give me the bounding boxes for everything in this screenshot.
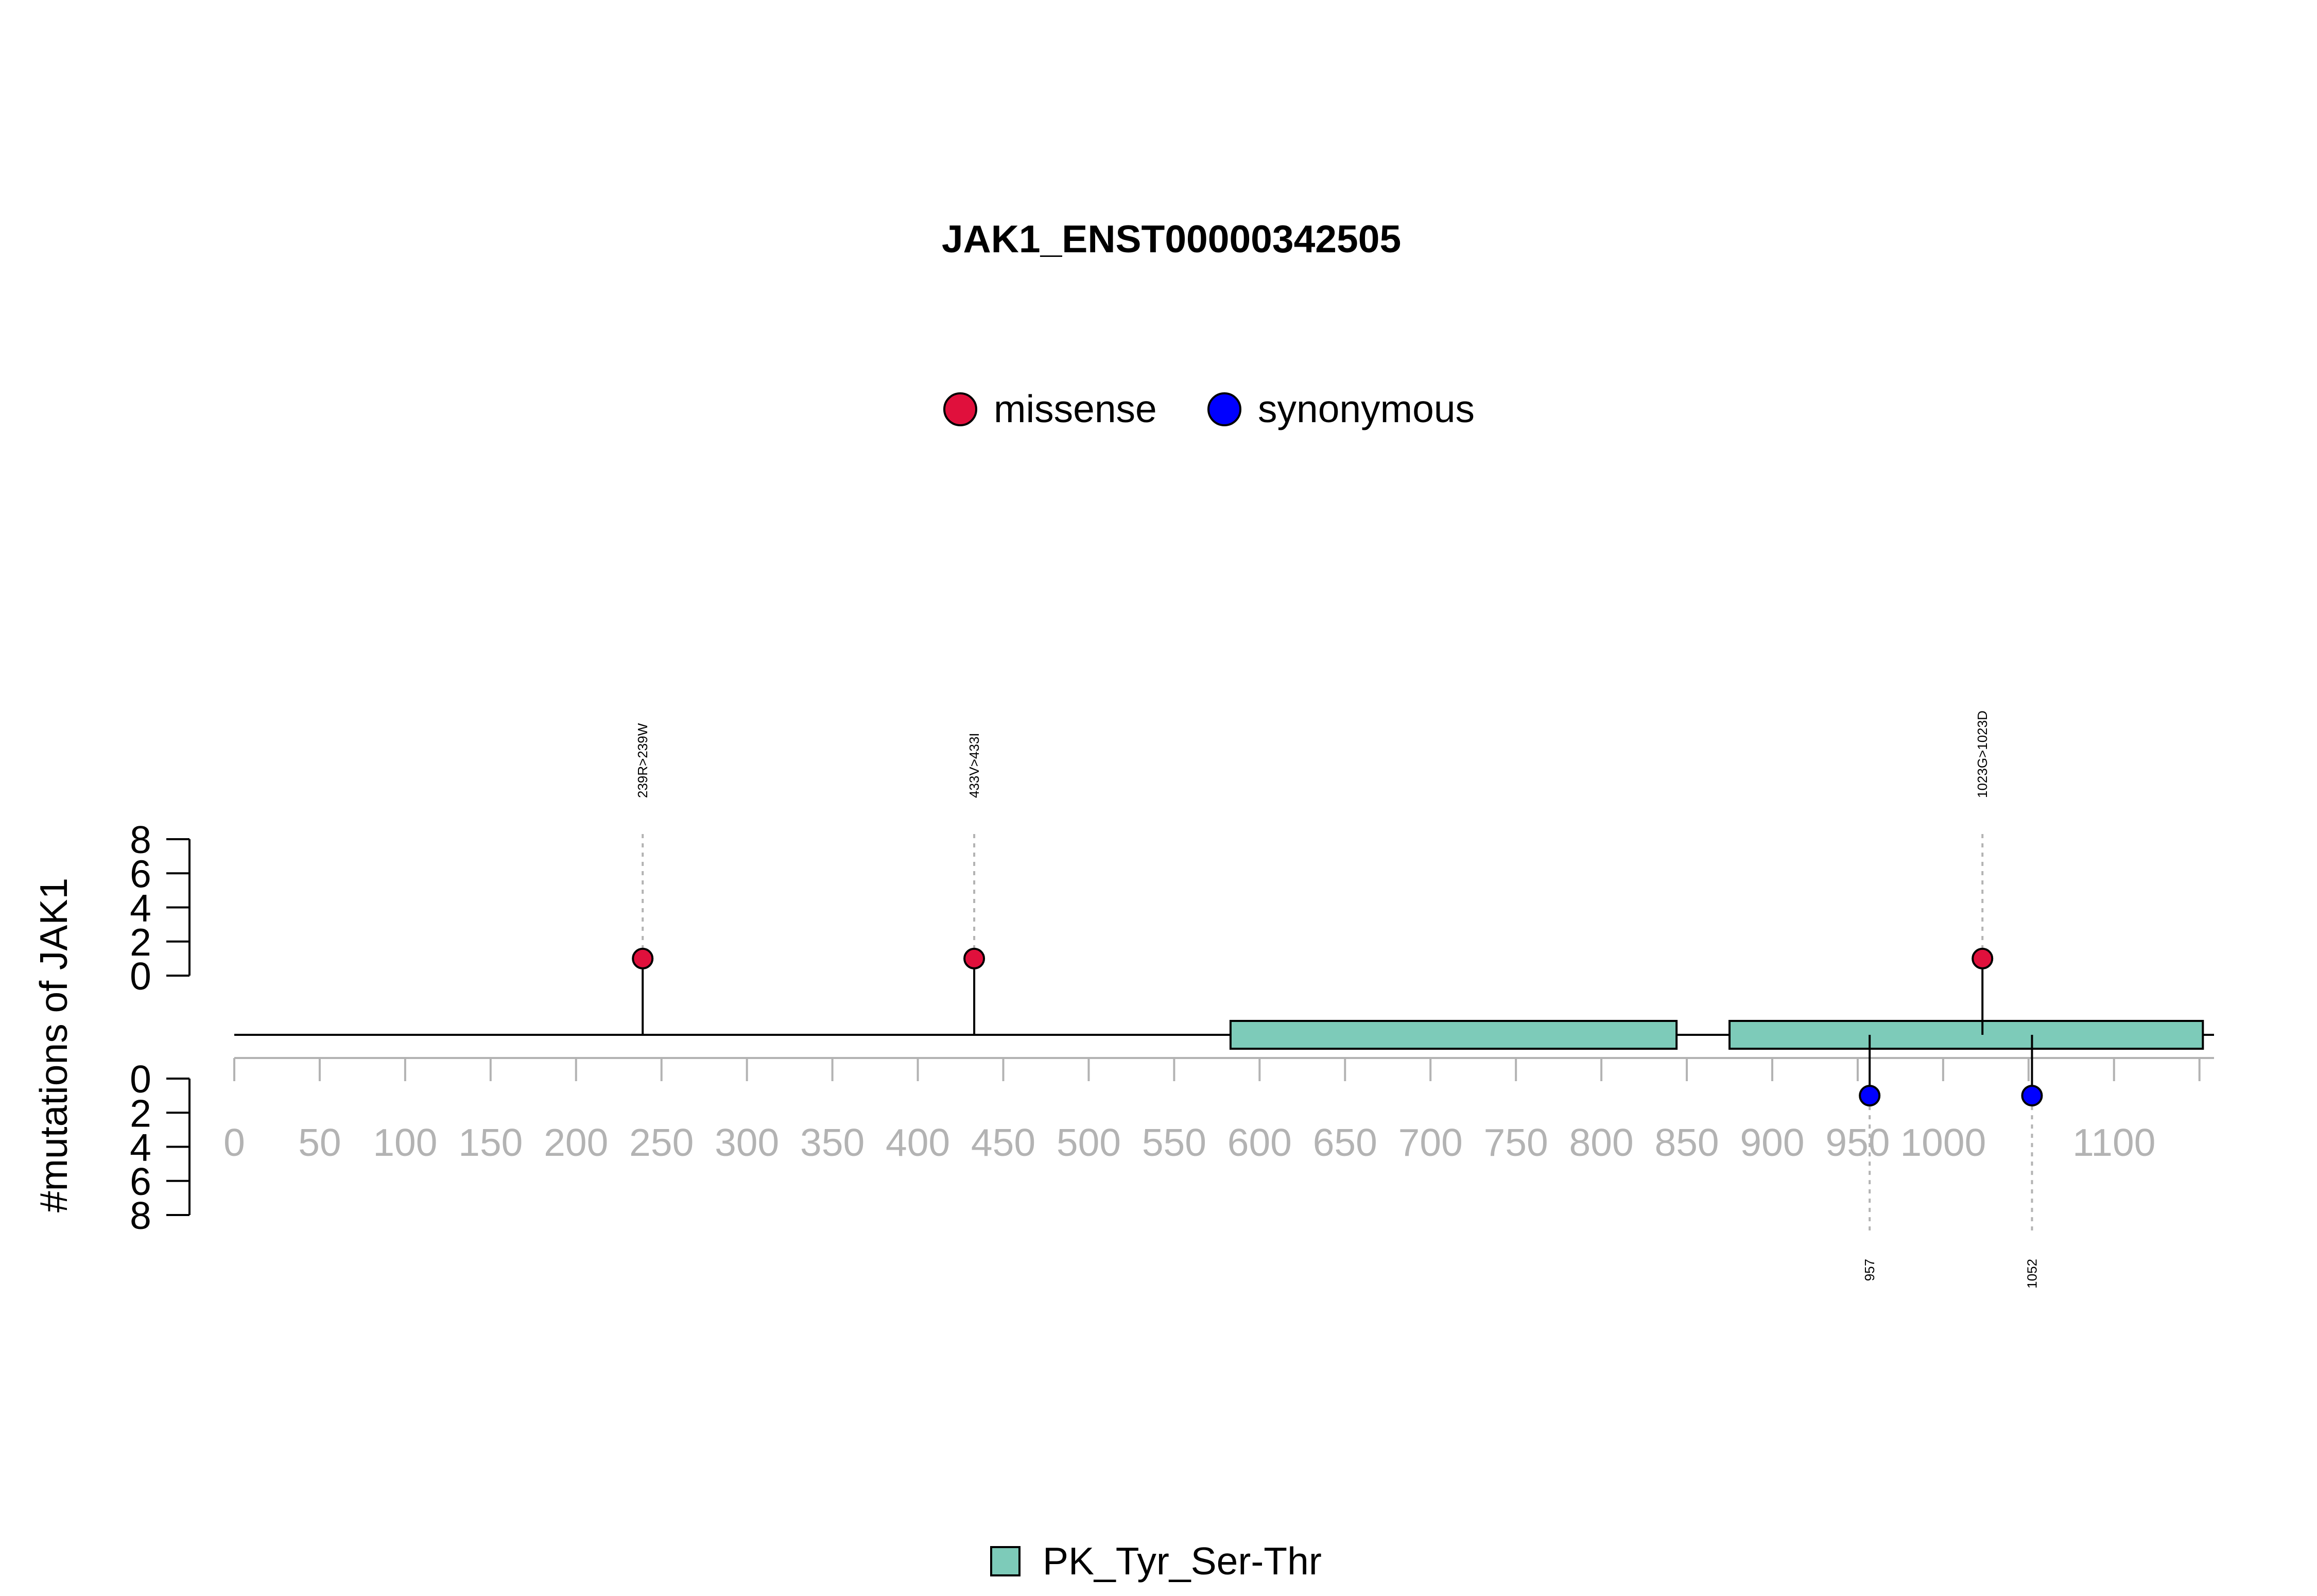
x-tick-label: 1000: [1900, 1121, 1986, 1164]
mutation-point-missense: [632, 947, 654, 969]
x-tick-label: 900: [1740, 1121, 1804, 1164]
y-tick-label-lower: 8: [130, 1194, 151, 1237]
domains: [1229, 1020, 2204, 1050]
x-tick-label: 850: [1654, 1121, 1719, 1164]
y-tick-label-lower: 6: [130, 1160, 151, 1203]
domain-box: [1229, 1020, 1678, 1050]
mutation-label: 1023G>1023D: [1975, 710, 1990, 798]
mutation-label: 1052: [2024, 1259, 2039, 1289]
x-tick-label: 150: [458, 1121, 523, 1164]
legend-label-missense: missense: [994, 387, 1157, 430]
x-tick-label: 350: [800, 1121, 864, 1164]
mutation-point-missense: [1972, 947, 1994, 969]
y-tick-label-lower: 0: [130, 1057, 151, 1101]
legend-label-domain: PK_Tyr_Ser-Thr: [1043, 1539, 1322, 1583]
x-tick-label: 250: [629, 1121, 694, 1164]
x-tick-label: 700: [1398, 1121, 1463, 1164]
mutation-point-synonymous: [1859, 1085, 1881, 1107]
y-tick-label-upper: 6: [130, 852, 151, 895]
y-tick-label-upper: 8: [130, 818, 151, 861]
x-tick-label: 400: [886, 1121, 950, 1164]
y-tick-label-upper: 0: [130, 955, 151, 998]
legend-label-synonymous: synonymous: [1258, 387, 1475, 430]
y-axis-label: #mutations of JAK1: [32, 878, 75, 1212]
x-axis: 0 50 100 150 200 250 300 350 400 450 500 550 600 650 7…: [223, 1057, 2214, 1164]
lollipops: 239R>239W 433V>433I 1023G>1023D 957 1052: [632, 710, 2043, 1289]
legend-marker-synonymous: [1207, 392, 1241, 426]
x-tick-label: 100: [373, 1121, 437, 1164]
x-tick-label: 550: [1142, 1121, 1206, 1164]
y-tick-label-lower: 4: [130, 1126, 151, 1169]
x-tick-label: 750: [1484, 1121, 1548, 1164]
y-tick-label-upper: 4: [130, 887, 151, 930]
x-tick-label: 0: [223, 1121, 245, 1164]
mutation-point-missense: [963, 947, 985, 969]
mutation-label: 433V>433I: [966, 733, 982, 798]
legend-swatch-domain: [990, 1546, 1021, 1576]
domain-box: [1728, 1020, 2204, 1050]
mutation-label: 957: [1862, 1259, 1877, 1281]
x-tick-label: 800: [1569, 1121, 1634, 1164]
x-tick-label: 50: [298, 1121, 341, 1164]
x-tick-label: 200: [544, 1121, 608, 1164]
legend-bottom: PK_Tyr_Ser-Thr: [990, 1539, 1322, 1583]
legend-marker-missense: [943, 392, 977, 426]
mutation-label: 239R>239W: [635, 723, 650, 798]
y-tick-label-lower: 2: [130, 1091, 151, 1135]
x-tick-label: 450: [971, 1121, 1035, 1164]
x-tick-label: 500: [1057, 1121, 1121, 1164]
mutation-point-synonymous: [2021, 1085, 2043, 1107]
y-tick-label-upper: 2: [130, 921, 151, 964]
legend-top: missense synonymous: [943, 387, 1475, 430]
x-tick-label: 950: [1825, 1121, 1890, 1164]
chart-title: JAK1_ENST00000342505: [942, 217, 1401, 261]
x-tick-label: 650: [1313, 1121, 1377, 1164]
x-tick-label: 600: [1227, 1121, 1292, 1164]
x-tick-label: 1100: [2072, 1121, 2155, 1164]
x-tick-label: 300: [715, 1121, 779, 1164]
